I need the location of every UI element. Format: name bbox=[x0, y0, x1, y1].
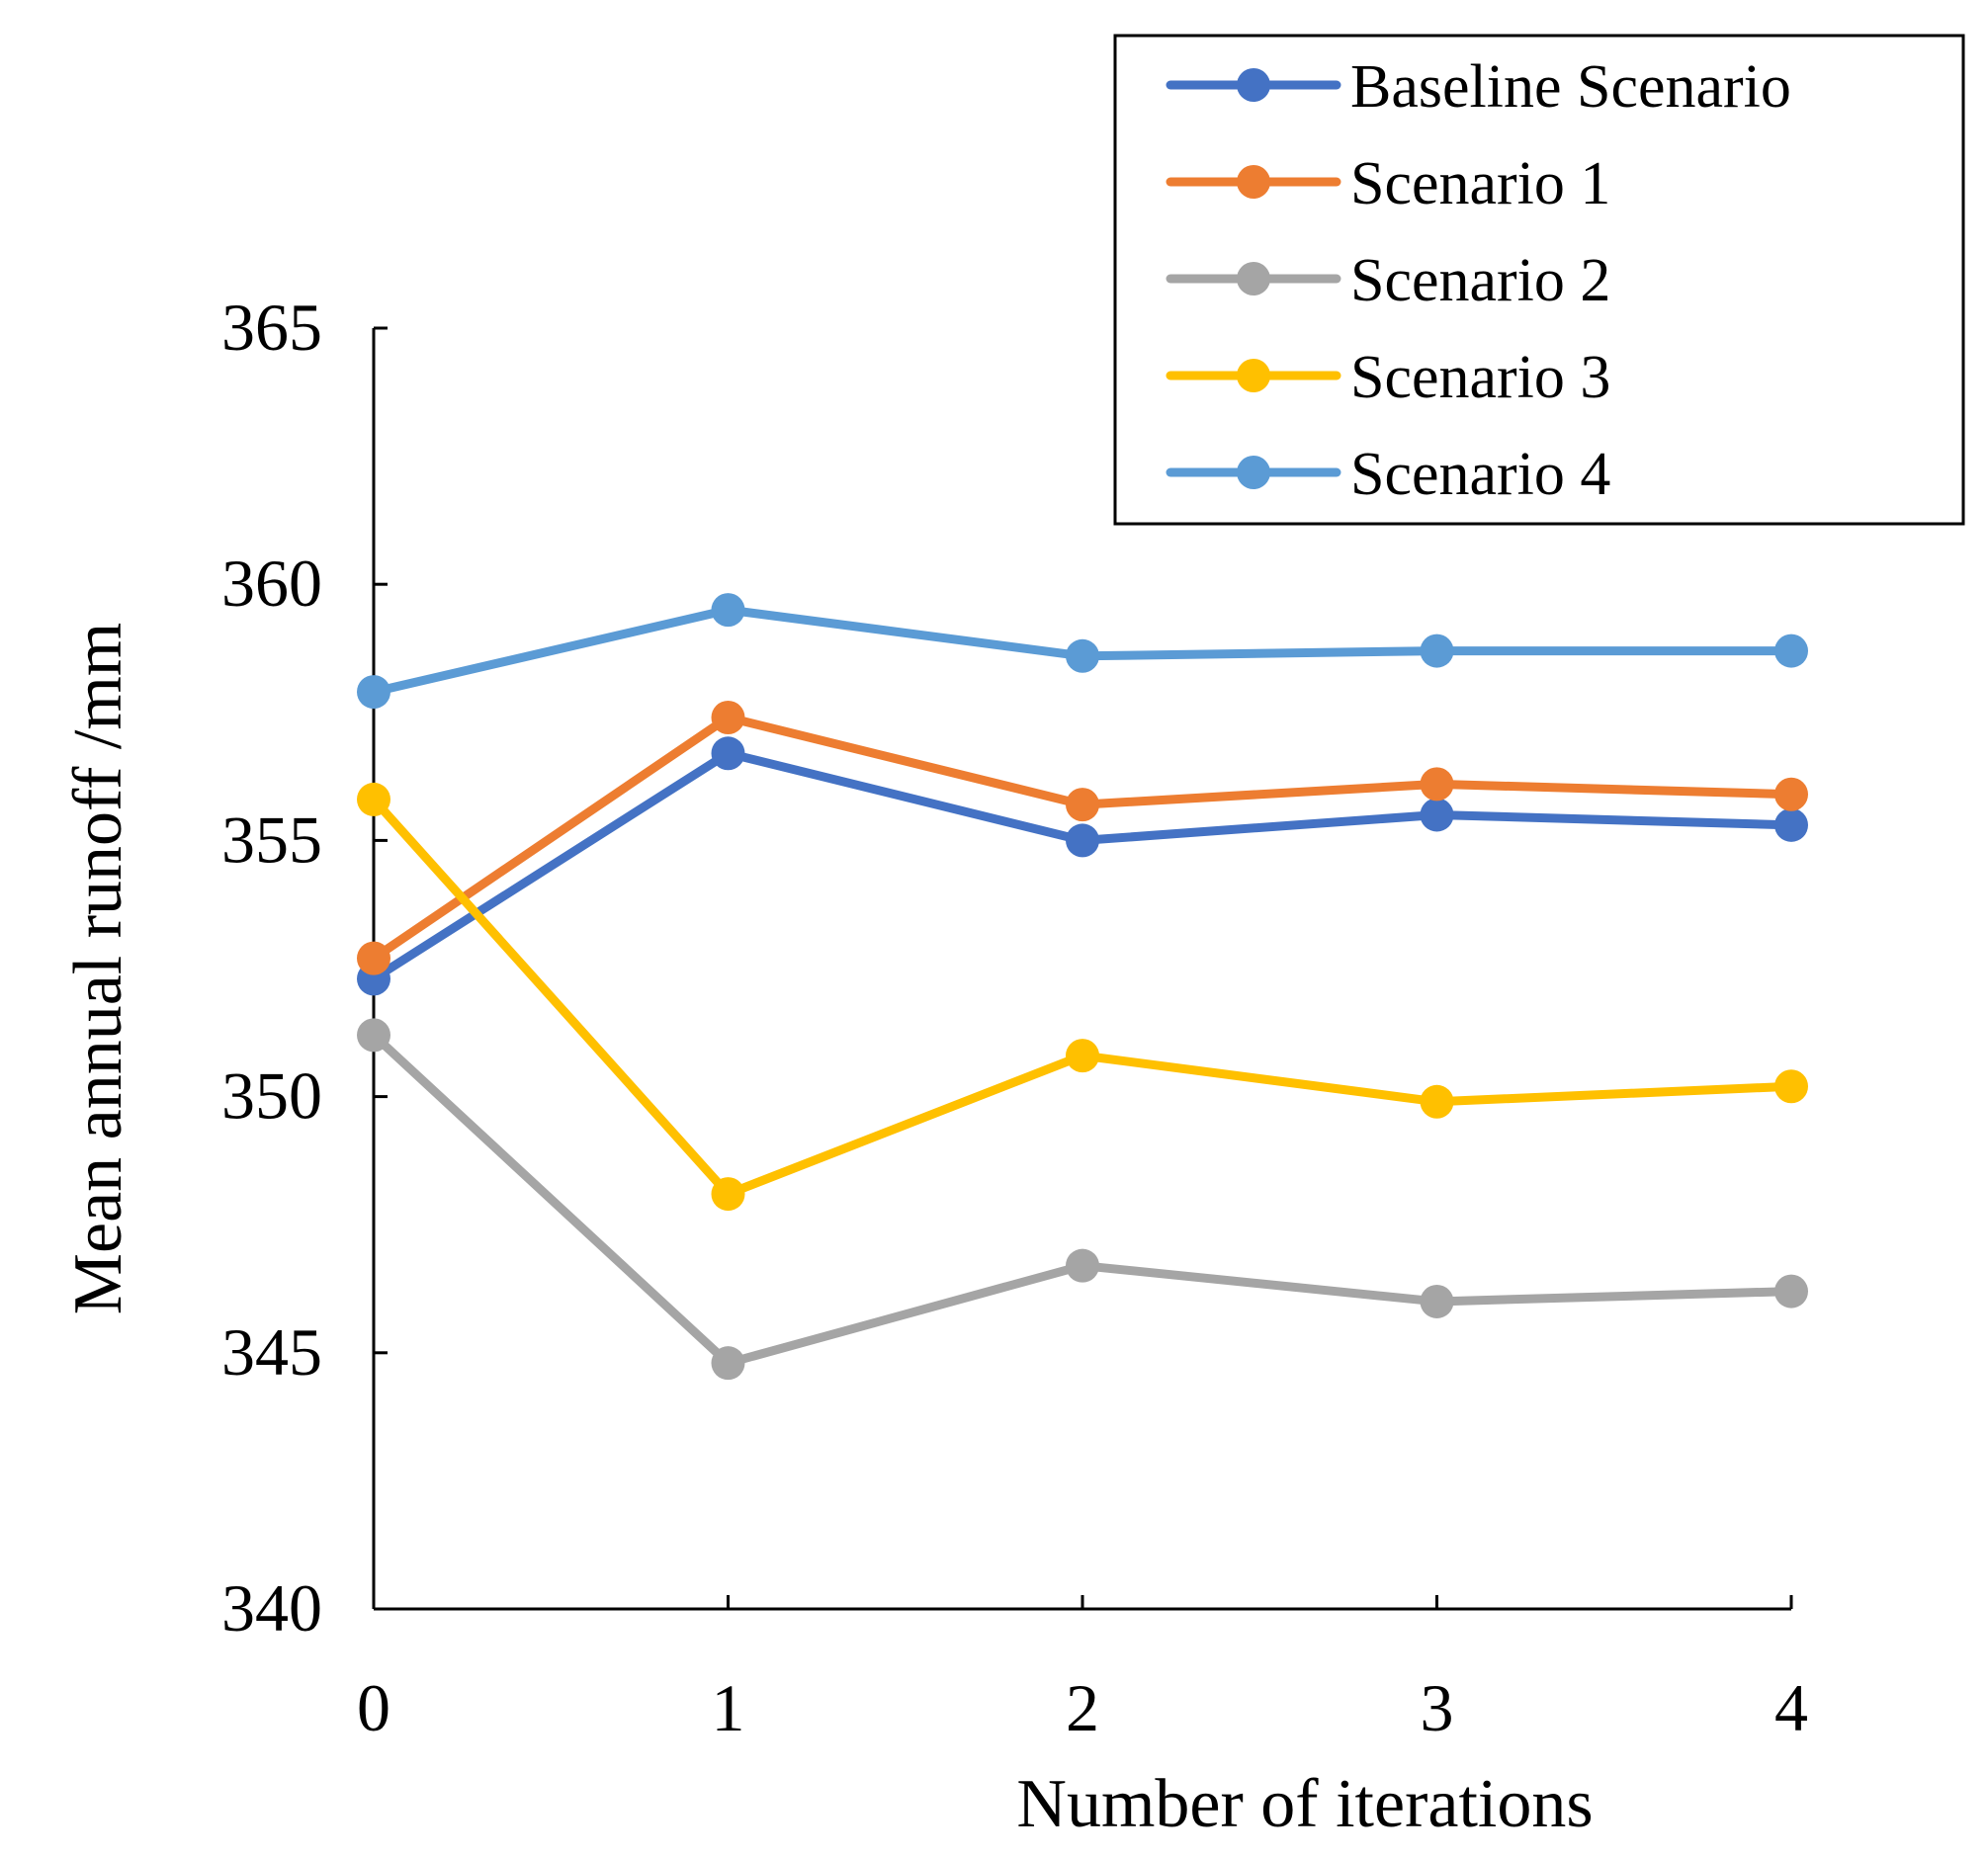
series-line-scenario-3 bbox=[369, 795, 1796, 1199]
legend-swatch-marker bbox=[1237, 456, 1270, 489]
data-point-scenario-4 bbox=[1774, 633, 1808, 668]
data-point-baseline-scenario bbox=[1774, 807, 1808, 842]
legend-label: Scenario 3 bbox=[1350, 344, 1610, 411]
data-point-scenario-2 bbox=[711, 1346, 745, 1381]
y-tick-label: 360 bbox=[221, 546, 322, 621]
y-tick-label: 345 bbox=[221, 1314, 322, 1390]
series-line-scenario-2 bbox=[369, 1030, 1796, 1368]
data-point-scenario-2 bbox=[357, 1018, 390, 1053]
data-point-scenario-1 bbox=[1066, 788, 1099, 822]
data-point-scenario-4 bbox=[1066, 638, 1099, 673]
x-tick-label: 2 bbox=[1066, 1670, 1099, 1745]
y-axis-title: Mean annual runoff /mm bbox=[60, 623, 136, 1314]
data-point-scenario-1 bbox=[1420, 767, 1454, 802]
x-tick-label: 4 bbox=[1774, 1670, 1808, 1745]
x-tick-label: 0 bbox=[357, 1670, 390, 1745]
data-point-scenario-2 bbox=[1420, 1284, 1454, 1318]
legend-swatch-marker bbox=[1237, 68, 1270, 102]
axes-layer: 340 345 350 355 360 365 0 1 2 3 4 bbox=[221, 290, 1808, 1745]
legend-item-baseline-scenario: Baseline Scenario bbox=[1166, 53, 1791, 121]
x-tick-label: 1 bbox=[712, 1670, 745, 1745]
data-point-scenario-4 bbox=[357, 675, 390, 710]
legend-item-scenario-2: Scenario 2 bbox=[1166, 247, 1610, 314]
y-tick-label: 365 bbox=[221, 290, 322, 365]
data-point-scenario-2 bbox=[1066, 1248, 1099, 1283]
legend-swatch-marker bbox=[1237, 165, 1270, 199]
data-point-scenario-2 bbox=[1774, 1274, 1808, 1309]
series-scenario-1 bbox=[357, 700, 1808, 975]
legend-label: Scenario 2 bbox=[1350, 247, 1610, 314]
legend-label: Scenario 4 bbox=[1350, 441, 1610, 508]
legend-label: Baseline Scenario bbox=[1350, 53, 1791, 121]
legend-item-scenario-1: Scenario 1 bbox=[1166, 150, 1610, 217]
data-point-scenario-3 bbox=[357, 782, 390, 816]
legend-swatch-marker bbox=[1237, 359, 1270, 392]
data-point-scenario-4 bbox=[1420, 633, 1454, 668]
data-point-scenario-1 bbox=[711, 700, 745, 734]
y-tick-label: 340 bbox=[221, 1570, 322, 1646]
y-tick-label: 350 bbox=[221, 1058, 322, 1134]
data-point-baseline-scenario bbox=[1420, 798, 1454, 832]
y-tick-label: 355 bbox=[221, 802, 322, 877]
series-scenario-4 bbox=[357, 593, 1808, 710]
data-point-scenario-3 bbox=[1420, 1084, 1454, 1119]
data-point-scenario-4 bbox=[711, 593, 745, 628]
legend-label: Scenario 1 bbox=[1350, 150, 1610, 217]
data-point-baseline-scenario bbox=[711, 736, 745, 771]
series-scenario-2 bbox=[357, 1018, 1808, 1381]
legend-item-scenario-4: Scenario 4 bbox=[1166, 441, 1610, 508]
data-point-scenario-3 bbox=[1066, 1039, 1099, 1073]
data-point-baseline-scenario bbox=[1066, 823, 1099, 858]
x-axis-title: Number of iterations bbox=[1016, 1766, 1593, 1842]
legend-swatch-marker bbox=[1237, 262, 1270, 296]
data-point-scenario-1 bbox=[1774, 777, 1808, 811]
series-layer bbox=[357, 593, 1808, 1381]
legend: Baseline Scenario Scenario 1 Scenario 2 Sce… bbox=[1113, 34, 1965, 526]
legend-item-scenario-3: Scenario 3 bbox=[1166, 344, 1610, 411]
data-point-scenario-3 bbox=[711, 1177, 745, 1212]
x-tick-label: 3 bbox=[1421, 1670, 1454, 1745]
series-baseline-scenario bbox=[357, 736, 1808, 996]
data-point-scenario-1 bbox=[357, 941, 390, 975]
series-scenario-3 bbox=[357, 782, 1808, 1212]
data-point-scenario-3 bbox=[1774, 1069, 1808, 1104]
